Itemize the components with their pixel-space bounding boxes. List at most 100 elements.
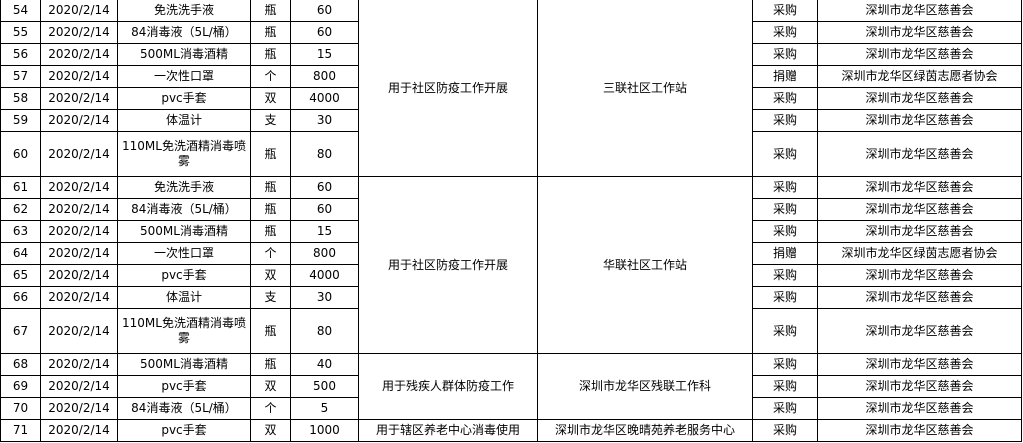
cell-source[interactable]: 深圳市龙华区慈善会 (817, 43, 1022, 66)
cell-purpose[interactable]: 用于残疾人群体防疫工作 (358, 353, 538, 420)
cell-source[interactable]: 深圳市龙华区慈善会 (817, 353, 1022, 376)
cell-source[interactable]: 深圳市龙华区慈善会 (817, 0, 1022, 22)
cell-number[interactable]: 60 (0, 131, 41, 177)
cell-quantity[interactable]: 30 (290, 109, 359, 132)
cell-method[interactable]: 采购 (752, 87, 818, 110)
cell-number[interactable]: 65 (0, 264, 41, 287)
cell-method[interactable]: 采购 (752, 220, 818, 243)
cell-number[interactable]: 58 (0, 87, 41, 110)
cell-unit[interactable]: 瓶 (250, 198, 291, 221)
cell-method[interactable]: 采购 (752, 43, 818, 66)
cell-method[interactable]: 采购 (752, 176, 818, 199)
cell-unit[interactable]: 双 (250, 375, 291, 398)
cell-date[interactable]: 2020/2/14 (40, 242, 118, 265)
cell-recipient[interactable]: 深圳市龙华区晚晴苑养老服务中心 (537, 419, 753, 442)
cell-recipient[interactable]: 华联社区工作站 (537, 176, 753, 354)
cell-date[interactable]: 2020/2/14 (40, 308, 118, 354)
cell-number[interactable]: 54 (0, 0, 41, 22)
cell-quantity[interactable]: 5 (290, 397, 359, 420)
cell-quantity[interactable]: 60 (290, 21, 359, 44)
cell-recipient[interactable]: 深圳市龙华区残联工作科 (537, 353, 753, 420)
cell-source[interactable]: 深圳市龙华区慈善会 (817, 131, 1022, 177)
cell-number[interactable]: 69 (0, 375, 41, 398)
cell-quantity[interactable]: 500 (290, 375, 359, 398)
cell-item[interactable]: 体温计 (117, 286, 251, 309)
cell-method[interactable]: 采购 (752, 264, 818, 287)
cell-number[interactable]: 55 (0, 21, 41, 44)
cell-source[interactable]: 深圳市龙华区慈善会 (817, 220, 1022, 243)
cell-purpose[interactable]: 用于社区防疫工作开展 (358, 176, 538, 354)
cell-source[interactable]: 深圳市龙华区慈善会 (817, 109, 1022, 132)
cell-unit[interactable]: 支 (250, 109, 291, 132)
cell-item[interactable]: 84消毒液（5L/桶） (117, 198, 251, 221)
cell-item[interactable]: 110ML免洗酒精消毒喷雾 (117, 131, 251, 177)
cell-date[interactable]: 2020/2/14 (40, 65, 118, 88)
cell-unit[interactable]: 瓶 (250, 220, 291, 243)
cell-item[interactable]: 免洗洗手液 (117, 0, 251, 22)
cell-unit[interactable]: 瓶 (250, 21, 291, 44)
cell-item[interactable]: 一次性口罩 (117, 65, 251, 88)
cell-source[interactable]: 深圳市龙华区慈善会 (817, 419, 1022, 442)
cell-date[interactable]: 2020/2/14 (40, 419, 118, 442)
cell-number[interactable]: 63 (0, 220, 41, 243)
cell-date[interactable]: 2020/2/14 (40, 264, 118, 287)
cell-unit[interactable]: 支 (250, 286, 291, 309)
cell-unit[interactable]: 瓶 (250, 176, 291, 199)
cell-item[interactable]: 500ML消毒酒精 (117, 43, 251, 66)
cell-source[interactable]: 深圳市龙华区慈善会 (817, 198, 1022, 221)
cell-item[interactable]: 84消毒液（5L/桶） (117, 21, 251, 44)
cell-method[interactable]: 采购 (752, 353, 818, 376)
cell-date[interactable]: 2020/2/14 (40, 198, 118, 221)
cell-quantity[interactable]: 4000 (290, 87, 359, 110)
cell-item[interactable]: 500ML消毒酒精 (117, 220, 251, 243)
cell-number[interactable]: 57 (0, 65, 41, 88)
cell-quantity[interactable]: 15 (290, 43, 359, 66)
cell-item[interactable]: 110ML免洗酒精消毒喷雾 (117, 308, 251, 354)
cell-source[interactable]: 深圳市龙华区慈善会 (817, 21, 1022, 44)
cell-item[interactable]: pvc手套 (117, 264, 251, 287)
cell-unit[interactable]: 个 (250, 65, 291, 88)
cell-unit[interactable]: 双 (250, 419, 291, 442)
cell-recipient[interactable]: 三联社区工作站 (537, 0, 753, 177)
cell-quantity[interactable]: 15 (290, 220, 359, 243)
cell-number[interactable]: 71 (0, 419, 41, 442)
cell-source[interactable]: 深圳市龙华区绿茵志愿者协会 (817, 242, 1022, 265)
cell-unit[interactable]: 双 (250, 87, 291, 110)
cell-method[interactable]: 采购 (752, 375, 818, 398)
cell-unit[interactable]: 个 (250, 397, 291, 420)
cell-number[interactable]: 61 (0, 176, 41, 199)
cell-number[interactable]: 66 (0, 286, 41, 309)
cell-quantity[interactable]: 800 (290, 242, 359, 265)
cell-date[interactable]: 2020/2/14 (40, 286, 118, 309)
cell-method[interactable]: 捐赠 (752, 65, 818, 88)
cell-quantity[interactable]: 4000 (290, 264, 359, 287)
cell-source[interactable]: 深圳市龙华区慈善会 (817, 286, 1022, 309)
cell-quantity[interactable]: 40 (290, 353, 359, 376)
cell-unit[interactable]: 瓶 (250, 131, 291, 177)
cell-source[interactable]: 深圳市龙华区慈善会 (817, 87, 1022, 110)
cell-method[interactable]: 采购 (752, 397, 818, 420)
cell-purpose[interactable]: 用于社区防疫工作开展 (358, 0, 538, 177)
cell-date[interactable]: 2020/2/14 (40, 220, 118, 243)
cell-unit[interactable]: 双 (250, 264, 291, 287)
cell-item[interactable]: 84消毒液（5L/桶） (117, 397, 251, 420)
cell-item[interactable]: pvc手套 (117, 375, 251, 398)
cell-quantity[interactable]: 60 (290, 198, 359, 221)
cell-number[interactable]: 68 (0, 353, 41, 376)
cell-source[interactable]: 深圳市龙华区慈善会 (817, 397, 1022, 420)
cell-quantity[interactable]: 60 (290, 176, 359, 199)
cell-item[interactable]: 体温计 (117, 109, 251, 132)
cell-unit[interactable]: 瓶 (250, 43, 291, 66)
cell-method[interactable]: 采购 (752, 21, 818, 44)
cell-source[interactable]: 深圳市龙华区慈善会 (817, 375, 1022, 398)
cell-method[interactable]: 采购 (752, 109, 818, 132)
cell-date[interactable]: 2020/2/14 (40, 375, 118, 398)
cell-item[interactable]: 免洗洗手液 (117, 176, 251, 199)
cell-date[interactable]: 2020/2/14 (40, 353, 118, 376)
cell-method[interactable]: 捐赠 (752, 242, 818, 265)
cell-source[interactable]: 深圳市龙华区绿茵志愿者协会 (817, 65, 1022, 88)
cell-method[interactable]: 采购 (752, 308, 818, 354)
cell-unit[interactable]: 瓶 (250, 353, 291, 376)
cell-quantity[interactable]: 1000 (290, 419, 359, 442)
cell-number[interactable]: 62 (0, 198, 41, 221)
